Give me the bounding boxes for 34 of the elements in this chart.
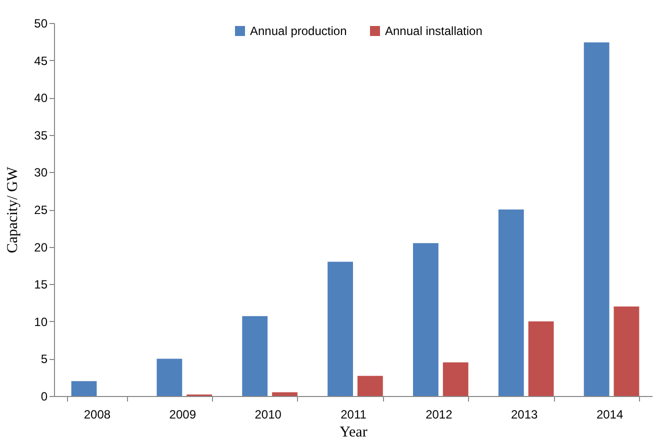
x-tick-label: 2011 bbox=[340, 408, 367, 422]
bar bbox=[328, 262, 353, 396]
x-tick-label: 2008 bbox=[84, 408, 111, 422]
legend-label: Annual installation bbox=[385, 24, 482, 38]
y-tick-label: 50 bbox=[34, 16, 48, 30]
x-tick-label: 2010 bbox=[254, 408, 282, 422]
y-axis-title: Capacity/ GW bbox=[5, 166, 22, 254]
x-tick-label: 2013 bbox=[511, 408, 538, 422]
y-tick-label: 40 bbox=[34, 91, 48, 106]
bar bbox=[242, 316, 268, 396]
legend-label: Annual production bbox=[250, 24, 347, 38]
bar bbox=[442, 362, 468, 396]
bar bbox=[272, 392, 298, 396]
y-tick-label: 30 bbox=[34, 166, 48, 180]
y-tick-label: 25 bbox=[34, 203, 48, 217]
y-tick-label: 20 bbox=[34, 240, 48, 254]
y-tick-label: 15 bbox=[34, 278, 48, 292]
x-tick-label: 2012 bbox=[426, 408, 453, 422]
bar bbox=[71, 381, 97, 396]
bar bbox=[498, 210, 524, 396]
y-tick-label: 35 bbox=[34, 128, 48, 142]
bar bbox=[156, 358, 182, 396]
y-tick-label: 45 bbox=[34, 54, 48, 68]
y-tick-label: 5 bbox=[40, 352, 48, 366]
bar bbox=[528, 321, 554, 396]
bar bbox=[584, 42, 610, 396]
bar bbox=[614, 306, 640, 396]
x-tick-label: 2009 bbox=[169, 408, 196, 422]
bar bbox=[357, 376, 383, 396]
x-tick-label: 2014 bbox=[596, 408, 624, 422]
bar bbox=[413, 243, 438, 396]
y-tick-label: 10 bbox=[34, 314, 48, 329]
x-axis-title: Year bbox=[340, 424, 368, 440]
y-tick-label: 0 bbox=[40, 390, 48, 404]
